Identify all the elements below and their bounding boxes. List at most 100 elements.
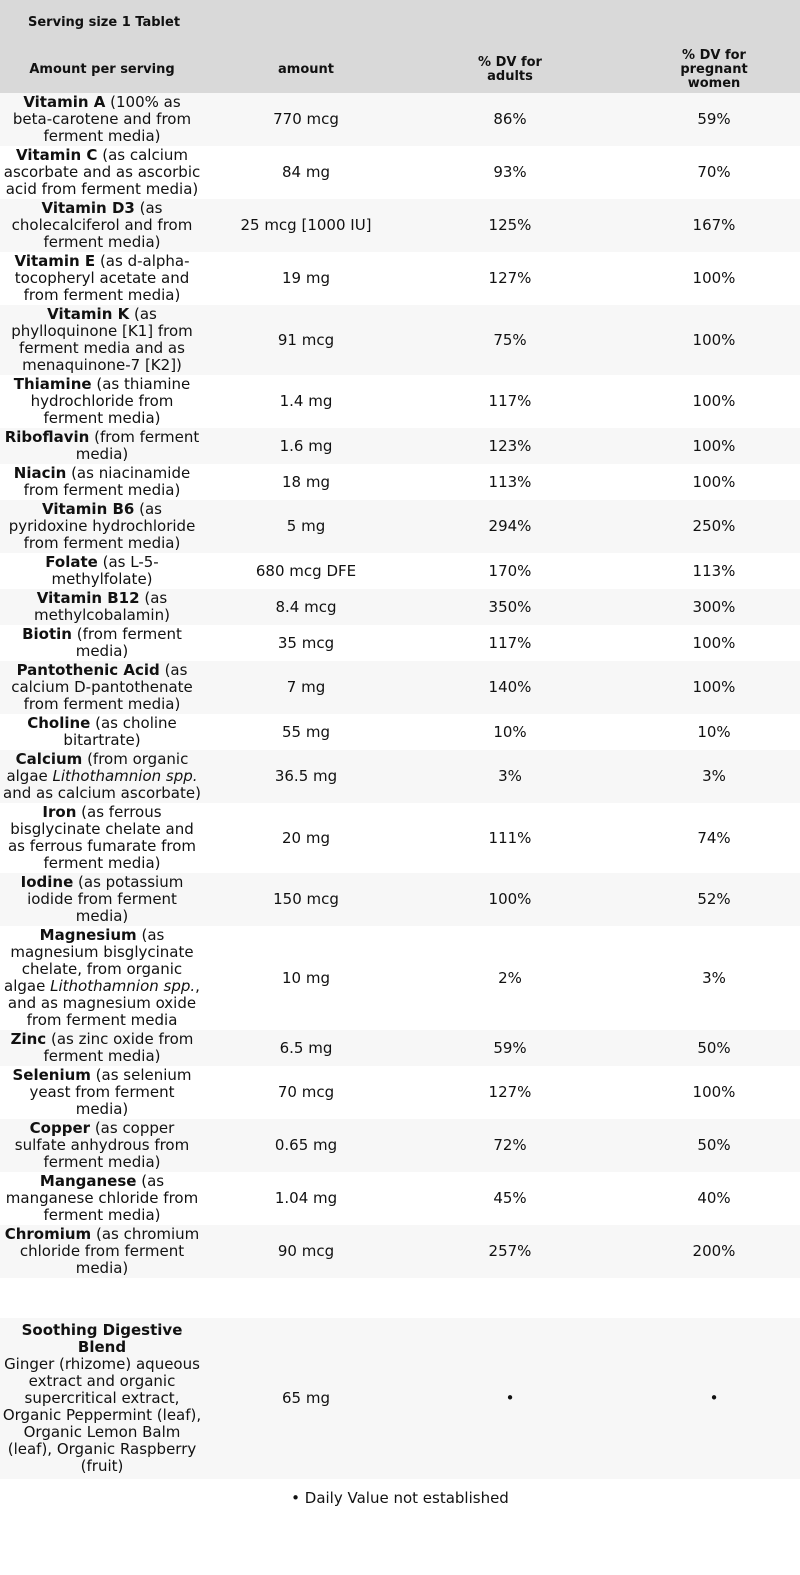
dv-adults: 2% xyxy=(498,968,522,987)
dv-adults: 59% xyxy=(408,1030,612,1066)
dv-pregnant: 167% xyxy=(612,199,800,252)
amount: 1.04 mg xyxy=(274,1189,338,1207)
nutrient-detail: , and as magnesium oxide from ferment me… xyxy=(7,977,200,1029)
nutrient-row: Vitamin A (100% as beta-carotene and fro… xyxy=(0,93,800,146)
nutrient-row: Manganese (as manganese chloride from fe… xyxy=(0,1172,800,1225)
dv-pregnant: 300% xyxy=(612,589,800,625)
nutrient-row: Selenium (as selenium yeast from ferment… xyxy=(0,1066,800,1119)
dv-pregnant: 50% xyxy=(612,1119,800,1172)
nutrient-detail: (as pyridoxine hydrochloride from fermen… xyxy=(8,500,196,552)
nutrient-detail: Lithothamnion spp. xyxy=(52,767,198,785)
nutrient-row: Copper (as copper sulfate anhydrous from… xyxy=(0,1119,800,1172)
nutrient-row: Pantothenic Acid (as calcium D-pantothen… xyxy=(0,661,800,714)
nutrient-name: Pantothenic Acid xyxy=(16,661,160,679)
dv-pregnant: 100% xyxy=(692,392,736,410)
dv-adults: 170% xyxy=(488,561,532,580)
nutrient-name: Vitamin K xyxy=(47,305,130,323)
amount: 10 mg xyxy=(282,968,330,987)
nutrient-name: Vitamin A xyxy=(23,93,106,111)
amount: 5 mg xyxy=(204,500,408,553)
nutrition-table: Amount per serving amount % DV for adult… xyxy=(0,46,800,1278)
nutrient-detail: (as thiamine hydrochloride from ferment … xyxy=(30,375,191,427)
nutrient-name: Copper xyxy=(29,1119,91,1137)
dv-adults: 117% xyxy=(488,392,532,410)
dv-adults: 127% xyxy=(488,269,532,287)
amount: 1.4 mg xyxy=(279,392,333,410)
header-cell: % DV for adults xyxy=(408,46,612,93)
nutrient-name: Folate xyxy=(45,553,98,571)
nutrient-detail: (from organic algae xyxy=(6,750,189,785)
nutrient-detail: (as cholecalciferol and from ferment med… xyxy=(11,199,193,251)
nutrient-cell: Thiamine (as thiamine hydrochloride from… xyxy=(0,375,204,428)
dv-pregnant: 3% xyxy=(702,968,726,987)
nutrient-detail: (as niacinamide from ferment media) xyxy=(23,464,191,499)
nutrient-cell: Pantothenic Acid (as calcium D-pantothen… xyxy=(0,661,204,714)
amount: 18 mg xyxy=(282,472,330,491)
amount: 6.5 mg xyxy=(204,1030,408,1066)
dv-pregnant: 10% xyxy=(697,722,731,741)
nutrient-detail: (as zinc oxide from ferment media) xyxy=(43,1030,194,1065)
dv-adults: 350% xyxy=(408,589,612,625)
amount: 1.6 mg xyxy=(204,428,408,464)
footnote: • Daily Value not established xyxy=(291,1489,509,1507)
nutrient-row: Iodine (as potassium iodide from ferment… xyxy=(0,873,800,926)
dv-adults: 123% xyxy=(408,428,612,464)
nutrient-row: Calcium (from organic algae Lithothamnio… xyxy=(0,750,800,803)
header-cell: Amount per serving xyxy=(0,46,204,93)
dv-pregnant: 59% xyxy=(612,93,800,146)
dv-adults: 10% xyxy=(493,722,527,741)
dv-pregnant: 100% xyxy=(692,269,736,287)
dv-adults: 111% xyxy=(488,828,532,847)
nutrient-cell: Iodine (as potassium iodide from ferment… xyxy=(0,873,204,926)
dv-adults: 86% xyxy=(408,93,612,146)
amount: 84 mg xyxy=(282,163,330,181)
nutrient-row: Zinc (as zinc oxide from ferment media) 6… xyxy=(0,1030,800,1066)
nutrient-cell: Chromium (as chromium chloride from ferm… xyxy=(0,1225,204,1278)
blend-name-cell: Soothing Digestive Blend Ginger (rhizome)… xyxy=(0,1318,204,1479)
nutrient-name: Vitamin C xyxy=(15,146,98,164)
nutrient-detail: (as d-alpha-tocopheryl acetate and from … xyxy=(14,252,190,304)
nutrient-cell: Niacin (as niacinamide from ferment medi… xyxy=(0,464,204,500)
nutrient-name: Selenium xyxy=(12,1066,91,1084)
blend-detail: Ginger (rhizome) aqueous extract and org… xyxy=(2,1355,202,1475)
nutrient-detail: (as copper sulfate anhydrous from fermen… xyxy=(14,1119,190,1171)
dv-adults: 3% xyxy=(408,750,612,803)
nutrient-row: Biotin (from ferment media) 35 mcg 117% 100… xyxy=(0,625,800,661)
nutrient-row: Vitamin E (as d-alpha-tocopheryl acetate… xyxy=(0,252,800,305)
amount: 20 mg xyxy=(282,828,330,847)
nutrient-cell: Vitamin D3 (as cholecalciferol and from … xyxy=(0,199,204,252)
nutrient-detail: (as phylloquinone [K1] from ferment medi… xyxy=(11,305,193,374)
amount: 8.4 mcg xyxy=(204,589,408,625)
dv-pregnant: 113% xyxy=(692,561,736,580)
nutrient-cell: Selenium (as selenium yeast from ferment… xyxy=(0,1066,204,1119)
nutrient-row: Vitamin C (as calcium ascorbate and as a… xyxy=(0,146,800,199)
dv-adults: 127% xyxy=(488,1083,532,1101)
nutrient-cell: Copper (as copper sulfate anhydrous from… xyxy=(0,1119,204,1172)
dv-adults: 294% xyxy=(408,500,612,553)
nutrient-detail: (as choline bitartrate) xyxy=(63,714,177,749)
blend-amount: 65 mg xyxy=(204,1318,408,1479)
nutrient-cell: Riboflavin (from ferment media) xyxy=(0,428,204,464)
serving-size: Serving size 1 Tablet xyxy=(0,0,800,46)
dv-pregnant: 3% xyxy=(612,750,800,803)
nutrient-cell: Iron (as ferrous bisglycinate chelate an… xyxy=(0,803,204,873)
spacer xyxy=(0,1278,800,1318)
nutrient-name: Iron xyxy=(42,803,77,821)
nutrient-cell: Vitamin C (as calcium ascorbate and as a… xyxy=(0,146,204,199)
nutrient-cell: Vitamin B12 (as methylcobalamin) xyxy=(0,589,204,625)
nutrient-row: Vitamin K (as phylloquinone [K1] from fe… xyxy=(0,305,800,375)
header-text: % DV for pregnant women xyxy=(680,47,748,91)
nutrient-detail: (as ferrous bisglycinate chelate and as … xyxy=(7,803,197,872)
nutrient-row: Riboflavin (from ferment media) 1.6 mg 123… xyxy=(0,428,800,464)
dv-adults: 72% xyxy=(408,1119,612,1172)
amount: 25 mcg [1000 IU] xyxy=(204,199,408,252)
nutrient-cell: Vitamin E (as d-alpha-tocopheryl acetate… xyxy=(0,252,204,305)
amount: 55 mg xyxy=(282,722,330,741)
amount: 680 mcg DFE xyxy=(255,561,357,580)
header-cell: % DV for pregnant women xyxy=(612,46,800,93)
amount: 0.65 mg xyxy=(204,1119,408,1172)
nutrient-name: Biotin xyxy=(22,625,72,643)
nutrient-name: Thiamine xyxy=(13,375,92,393)
nutrient-detail: (as manganese chloride from ferment medi… xyxy=(5,1172,199,1224)
nutrient-name: Vitamin B6 xyxy=(42,500,135,518)
